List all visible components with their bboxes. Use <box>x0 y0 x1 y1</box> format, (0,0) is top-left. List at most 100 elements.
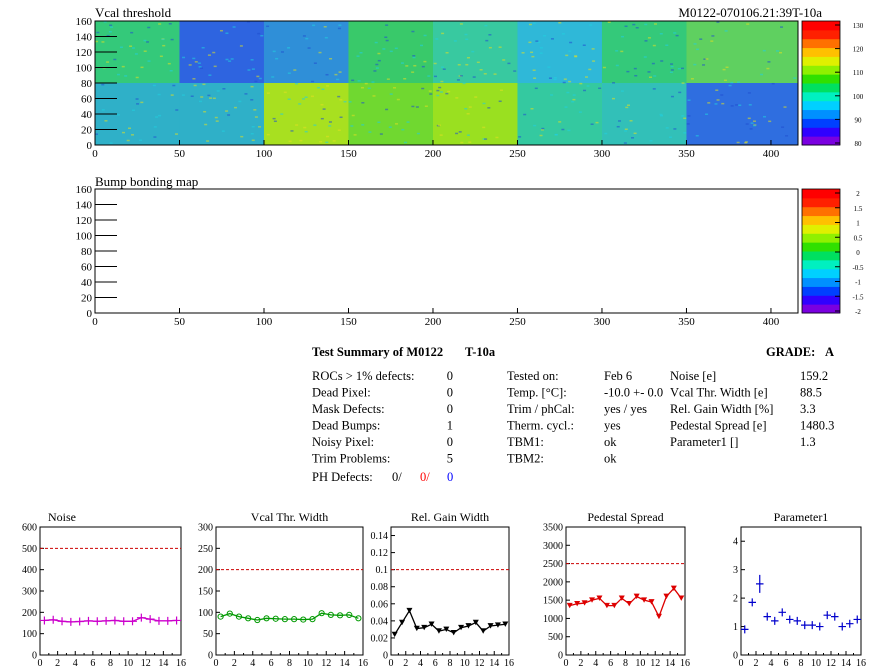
pixel-speckle <box>749 128 753 130</box>
pixel-speckle <box>771 82 775 85</box>
pixel-speckle <box>375 63 379 66</box>
data-point <box>648 599 655 605</box>
pixel-speckle <box>360 86 364 89</box>
y-tick-label: 0.08 <box>371 582 389 593</box>
pixel-speckle <box>338 24 342 26</box>
vcal-map-x-axis: 0 50 100 150 200 250 300 350 400 <box>92 140 780 160</box>
pixel-speckle <box>225 32 229 34</box>
pixel-speckle <box>635 27 639 29</box>
pixel-speckle <box>716 21 720 23</box>
pixel-speckle <box>401 128 405 131</box>
pixel-speckle <box>518 136 522 138</box>
data-point <box>92 617 102 626</box>
pixel-speckle <box>182 56 186 59</box>
palette-tick-label: -0.5 <box>852 264 864 272</box>
pixel-speckle <box>488 46 492 49</box>
data-point <box>838 622 846 631</box>
y-tick-label: 2 <box>733 594 738 605</box>
pixel-speckle <box>553 78 557 81</box>
data-point <box>391 631 398 638</box>
data-point <box>75 617 85 626</box>
pixel-speckle <box>592 60 596 62</box>
palette-swatch <box>802 304 840 314</box>
pixel-speckle <box>368 131 372 133</box>
palette-swatch <box>802 83 840 93</box>
y-tick-label: 120 <box>76 215 93 227</box>
pixel-speckle <box>530 107 534 110</box>
palette-tick-label: 90 <box>855 116 863 124</box>
pixel-speckle <box>484 138 488 140</box>
pixel-speckle <box>158 114 162 117</box>
vcal-color-palette: 80 90 100 110 120 130 <box>801 20 864 148</box>
palette-tick-label: 130 <box>853 22 864 30</box>
bump-map-y-axis: 0 20 40 60 80 100 120 140 160 <box>76 184 117 320</box>
pixel-speckle <box>343 100 347 103</box>
pixel-speckle <box>626 70 630 73</box>
pixel-speckle <box>456 79 460 81</box>
pixel-speckle <box>678 91 682 94</box>
pixel-speckle <box>651 62 655 65</box>
pixel-speckle <box>445 92 449 95</box>
palette-tick-label: 0.5 <box>854 234 863 242</box>
y-tick-label: 0 <box>733 651 738 662</box>
pixel-speckle <box>101 109 105 111</box>
pixel-speckle <box>287 72 291 74</box>
pixel-speckle <box>629 120 633 122</box>
y-tick-label: 140 <box>76 32 93 44</box>
y-tick-label: 20 <box>81 293 93 305</box>
pixel-speckle <box>482 138 486 140</box>
pixel-speckle <box>433 62 437 65</box>
pixel-speckle <box>659 32 663 35</box>
y-tick-label: 100 <box>22 629 37 640</box>
pixel-speckle <box>558 22 562 24</box>
data-point <box>154 616 164 625</box>
pixel-speckle <box>620 35 624 38</box>
pixel-speckle <box>767 61 771 63</box>
pixel-speckle <box>272 117 276 120</box>
pixel-speckle <box>251 125 255 128</box>
data-point <box>110 616 120 625</box>
y-tick-label: 2000 <box>543 577 563 588</box>
pixel-speckle <box>101 83 105 86</box>
pixel-speckle <box>364 82 368 85</box>
y-tick-label: 0 <box>558 651 563 662</box>
x-tick-label: 150 <box>340 316 357 328</box>
pixel-speckle <box>681 115 685 117</box>
pixel-speckle <box>197 62 201 64</box>
pixel-speckle <box>513 70 517 72</box>
bump-map-title: Bump bonding map <box>95 174 198 189</box>
pixel-speckle <box>109 24 113 27</box>
summary-test-name: T-10a <box>465 345 496 359</box>
defect-value: 0 <box>447 402 453 416</box>
series-line <box>394 609 506 635</box>
pixel-speckle <box>476 61 480 64</box>
pixel-speckle <box>143 50 147 52</box>
pixel-speckle <box>298 103 302 105</box>
pixel-speckle <box>534 87 538 90</box>
pixel-speckle <box>411 105 415 108</box>
pixel-speckle <box>323 25 327 28</box>
pixel-speckle <box>652 88 656 90</box>
pixel-speckle <box>403 78 407 80</box>
pixel-speckle <box>161 38 165 41</box>
pixel-speckle <box>332 140 336 142</box>
data-point <box>655 613 662 620</box>
pixel-speckle <box>295 124 299 126</box>
condition-label: TBM2: <box>507 452 544 466</box>
pixel-speckle <box>507 62 511 65</box>
series-line <box>569 587 682 619</box>
pixel-speckle <box>103 21 107 23</box>
data-point <box>245 615 252 622</box>
pixel-speckle <box>532 22 536 25</box>
pixel-speckle <box>214 116 218 119</box>
pixel-speckle <box>192 57 196 60</box>
data-point <box>741 625 749 634</box>
result-label: Pedestal Spread [e] <box>670 419 767 433</box>
pixel-speckle <box>569 41 573 44</box>
pixel-speckle <box>106 61 110 63</box>
pixel-speckle <box>192 78 196 80</box>
pixel-speckle <box>318 51 322 54</box>
data-point <box>336 612 344 619</box>
pixel-speckle <box>257 32 261 35</box>
